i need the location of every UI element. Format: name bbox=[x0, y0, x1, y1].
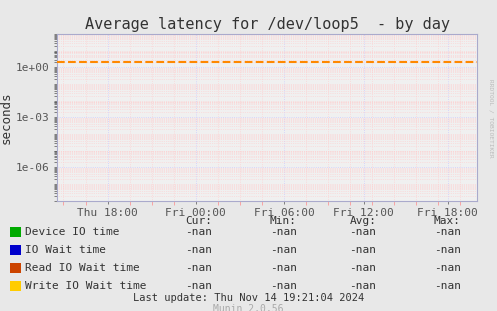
Text: Cur:: Cur: bbox=[185, 216, 212, 226]
Text: IO Wait time: IO Wait time bbox=[25, 245, 106, 255]
Text: Avg:: Avg: bbox=[349, 216, 376, 226]
Text: Read IO Wait time: Read IO Wait time bbox=[25, 263, 140, 273]
Text: -nan: -nan bbox=[434, 281, 461, 291]
Y-axis label: seconds: seconds bbox=[0, 91, 13, 144]
Text: -nan: -nan bbox=[270, 281, 297, 291]
Text: -nan: -nan bbox=[349, 227, 376, 237]
Text: -nan: -nan bbox=[270, 263, 297, 273]
Text: -nan: -nan bbox=[270, 227, 297, 237]
Text: Device IO time: Device IO time bbox=[25, 227, 119, 237]
Text: -nan: -nan bbox=[185, 245, 212, 255]
Title: Average latency for /dev/loop5  - by day: Average latency for /dev/loop5 - by day bbox=[84, 17, 450, 32]
Text: -nan: -nan bbox=[434, 227, 461, 237]
Text: Last update: Thu Nov 14 19:21:04 2024: Last update: Thu Nov 14 19:21:04 2024 bbox=[133, 293, 364, 303]
Text: Write IO Wait time: Write IO Wait time bbox=[25, 281, 146, 291]
Text: -nan: -nan bbox=[349, 245, 376, 255]
Text: RRDTOOL / TOBIOETIKER: RRDTOOL / TOBIOETIKER bbox=[488, 79, 493, 158]
Text: Munin 2.0.56: Munin 2.0.56 bbox=[213, 304, 284, 311]
Text: -nan: -nan bbox=[434, 263, 461, 273]
Text: -nan: -nan bbox=[270, 245, 297, 255]
Text: -nan: -nan bbox=[349, 263, 376, 273]
Text: -nan: -nan bbox=[185, 263, 212, 273]
Text: Max:: Max: bbox=[434, 216, 461, 226]
Text: Min:: Min: bbox=[270, 216, 297, 226]
Text: -nan: -nan bbox=[349, 281, 376, 291]
Text: -nan: -nan bbox=[434, 245, 461, 255]
Text: -nan: -nan bbox=[185, 281, 212, 291]
Text: -nan: -nan bbox=[185, 227, 212, 237]
